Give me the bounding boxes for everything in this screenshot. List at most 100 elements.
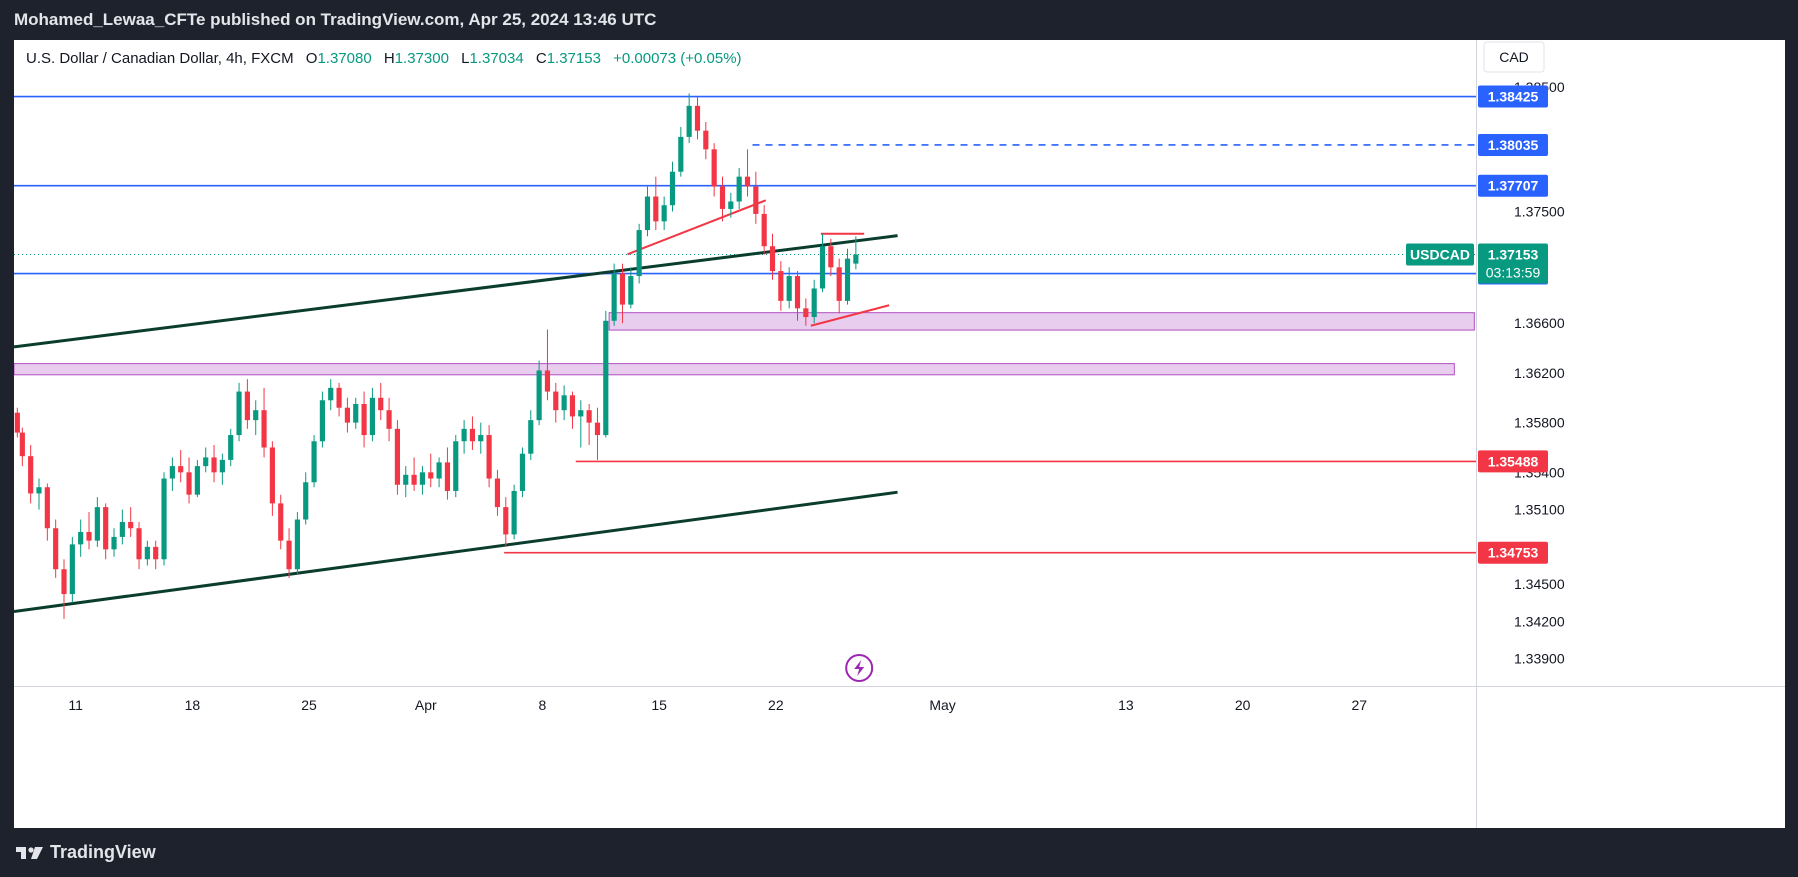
candle-body	[836, 267, 842, 301]
candle-body	[303, 482, 309, 520]
x-tick-label: 15	[651, 697, 667, 713]
price-tag-box	[1478, 174, 1548, 197]
candle	[19, 427, 25, 467]
candle-body	[269, 447, 275, 504]
candle-body	[94, 507, 100, 541]
candle	[803, 298, 809, 326]
candle	[436, 457, 442, 488]
candle	[94, 497, 100, 547]
candle-body	[428, 472, 434, 479]
candle	[636, 223, 642, 284]
candle-body	[86, 531, 92, 541]
candle	[203, 447, 209, 473]
candle	[86, 512, 92, 550]
candle	[278, 494, 284, 550]
candle-body	[461, 428, 467, 442]
legend-symbol: U.S. Dollar / Canadian Dollar, 4h, FXCM	[26, 50, 294, 67]
footer-brand: TradingView	[50, 842, 156, 862]
candle-body	[228, 435, 234, 460]
candle	[119, 509, 125, 545]
y-tick-label: 1.35800	[1514, 415, 1565, 431]
candle-body	[728, 201, 734, 209]
tradingview-logo[interactable]: TradingView	[16, 842, 156, 863]
candle-body	[444, 462, 451, 491]
candle	[536, 360, 542, 426]
candle-body	[219, 459, 225, 473]
candle-body	[36, 487, 42, 494]
symbol-tag-box	[1406, 243, 1474, 266]
chart-legend: U.S. Dollar / Canadian Dollar, 4h, FXCM …	[26, 50, 742, 67]
candle	[211, 444, 217, 483]
candle-body	[78, 531, 84, 545]
candle-body	[628, 276, 634, 305]
candle	[503, 497, 509, 547]
price-tag-box	[1478, 85, 1548, 108]
current-price-tag-box	[1478, 243, 1548, 284]
candle	[644, 186, 651, 237]
candle-body	[594, 422, 601, 436]
candle-body	[111, 536, 117, 550]
candle-body	[611, 273, 617, 321]
candle	[378, 382, 384, 421]
x-tick-label: 20	[1235, 697, 1251, 713]
legend-high-label: H	[383, 50, 395, 67]
candle	[228, 428, 234, 467]
candle	[828, 238, 834, 277]
publisher-text: Mohamed_Lewaa_CFTe published on TradingV…	[14, 10, 657, 29]
candle-body	[494, 478, 501, 508]
tradingview-logo-icon	[16, 846, 43, 859]
candle-body	[203, 457, 209, 467]
candle-body	[361, 403, 367, 436]
y-tick-label: 1.34200	[1514, 613, 1565, 629]
candle	[161, 472, 167, 566]
candle-body	[678, 136, 684, 172]
candle	[478, 422, 484, 454]
candle	[53, 519, 59, 578]
candle-body	[686, 105, 692, 137]
candle-body	[161, 478, 167, 560]
candle	[128, 507, 134, 537]
candle-body	[719, 186, 726, 209]
candle	[369, 387, 375, 442]
candle-body	[128, 522, 134, 529]
candle	[786, 267, 792, 309]
candle-body	[311, 441, 317, 483]
candle	[261, 387, 267, 458]
legend-high: 1.37300	[394, 50, 449, 67]
candle	[836, 258, 842, 314]
candle	[528, 410, 534, 460]
candle-body	[769, 246, 776, 272]
candle	[678, 126, 684, 177]
candle-body	[753, 186, 759, 214]
legend-close: 1.37153	[546, 50, 601, 67]
candle-body	[519, 453, 526, 491]
x-tick-label: 8	[539, 697, 547, 713]
price-chart[interactable]: CAD1.385001.375001.366001.362001.358001.…	[14, 40, 1785, 828]
candle-body	[294, 519, 300, 570]
candle	[519, 447, 526, 498]
candle-body	[386, 410, 392, 429]
chart-panel[interactable]: CAD1.385001.375001.366001.362001.358001.…	[14, 40, 1785, 828]
candle	[811, 279, 817, 324]
currency-button	[1483, 41, 1545, 73]
current-price-label: 1.37153	[1488, 247, 1539, 263]
candle-body	[569, 395, 576, 417]
price-tag-box	[1478, 133, 1548, 156]
candle	[253, 400, 259, 436]
candle-body	[536, 370, 542, 421]
candle-body	[661, 205, 667, 222]
candle-body	[186, 472, 192, 495]
candle	[686, 93, 692, 144]
candle	[669, 161, 676, 212]
candle	[461, 420, 467, 454]
x-tick-label: 22	[768, 697, 784, 713]
candle	[753, 171, 759, 224]
price-tag-box	[1478, 541, 1548, 564]
x-tick-label: 18	[185, 697, 201, 713]
candle-body	[394, 428, 401, 485]
candle	[428, 453, 434, 488]
candle	[144, 540, 150, 566]
candle-body	[503, 507, 509, 535]
candle	[303, 472, 309, 525]
candle-body	[586, 410, 592, 423]
